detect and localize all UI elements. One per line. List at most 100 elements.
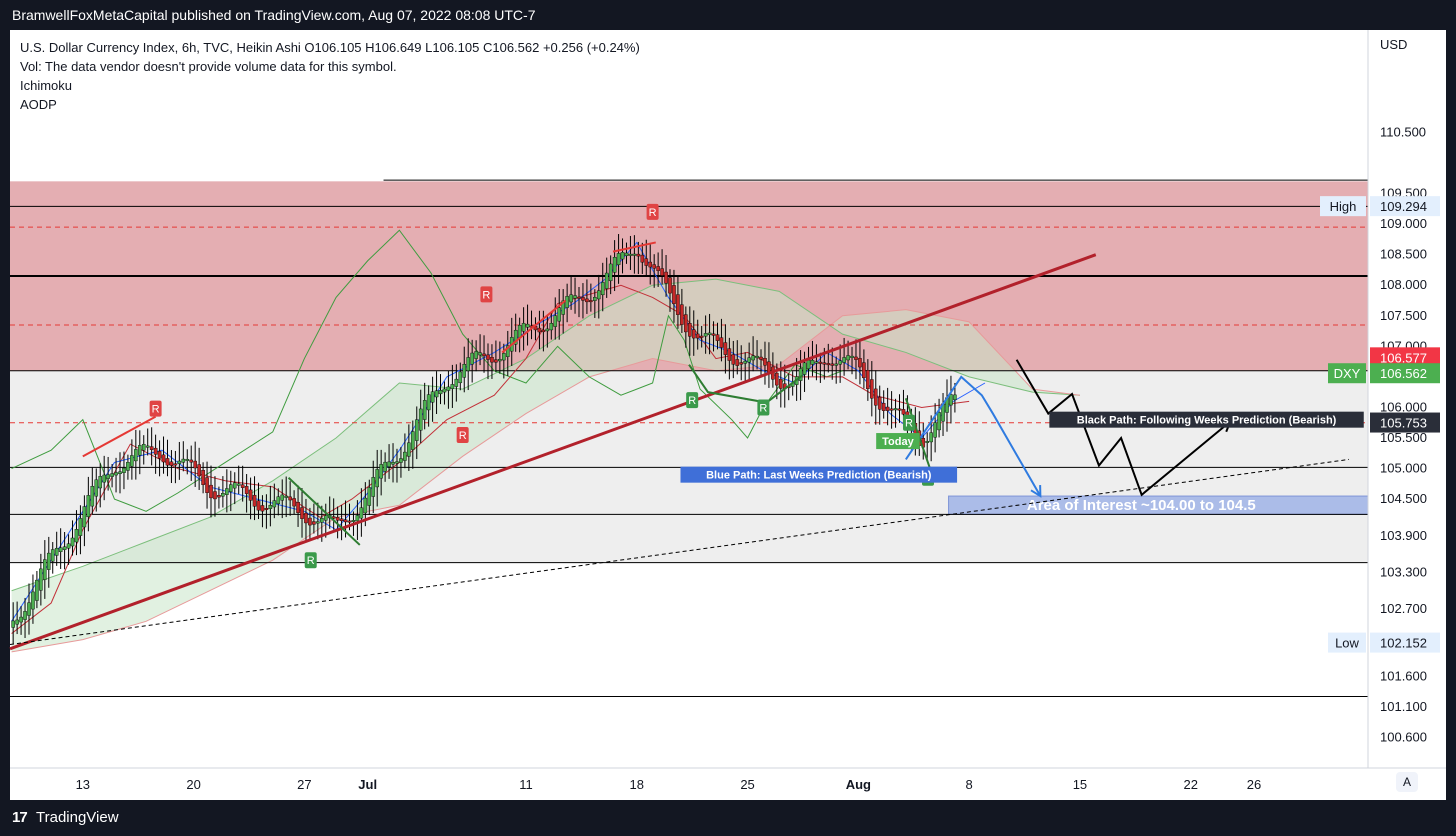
publish-bar: BramwellFoxMetaCapital published on Trad…: [0, 0, 1456, 30]
candle-body: [549, 323, 554, 331]
path-0: [905, 375, 1042, 497]
candle-body: [66, 543, 71, 549]
path-arrowhead-0: [1030, 485, 1042, 498]
candle-body: [193, 460, 197, 469]
candle-body: [747, 357, 751, 363]
price-tick-13: 102.700: [1380, 601, 1427, 616]
path-1: [1015, 359, 1231, 497]
candle-body: [54, 547, 59, 556]
price-tick-10: 104.500: [1380, 491, 1427, 506]
price-label-value-3: 105.753: [1380, 416, 1427, 431]
candle-body: [652, 264, 656, 269]
candle-body: [272, 500, 277, 508]
candle-body: [446, 386, 451, 391]
candle-body: [276, 496, 281, 505]
candle-body: [897, 408, 902, 411]
candle-body: [620, 252, 625, 260]
candle-body: [264, 508, 269, 510]
candle-body: [43, 559, 47, 580]
time-tick-5: 18: [630, 777, 644, 792]
brand-bar: 17 TradingView: [0, 800, 1456, 836]
candle-body: [486, 354, 490, 360]
candle-body: [715, 334, 720, 341]
candle-body: [284, 495, 288, 498]
ichimoku-cloud-layer: [11, 278, 1081, 653]
candle-body: [181, 458, 186, 463]
annotation-text-0: Today: [882, 436, 914, 448]
price-tick-5: 107.500: [1380, 308, 1427, 323]
candle-body: [723, 342, 728, 355]
candle-body: [414, 419, 419, 441]
legend-indicator-ichimoku[interactable]: Ichimoku: [20, 78, 73, 93]
candle-body: [664, 271, 668, 284]
candle-body: [323, 515, 328, 521]
candle-body: [494, 359, 498, 363]
price-label-value-2: 106.562: [1380, 366, 1427, 381]
candle-body: [577, 296, 581, 299]
signal-badge-label-6: R: [759, 402, 767, 414]
candle-body: [937, 412, 941, 431]
candle-body: [830, 363, 835, 366]
candle-body: [699, 335, 704, 338]
candle-body: [822, 362, 827, 365]
candle-body: [375, 469, 379, 488]
candle-body: [169, 461, 174, 466]
candle-body: [616, 253, 621, 265]
candle-body: [553, 315, 558, 327]
signal-badge-label-0: R: [152, 404, 160, 416]
candle-body: [521, 323, 526, 332]
price-label-name-0: High: [1330, 199, 1357, 214]
price-tick-3: 108.500: [1380, 247, 1427, 262]
candle-body: [145, 445, 150, 448]
ichimoku-cloud: [11, 279, 1080, 652]
candle-body: [707, 332, 712, 335]
signal-badge-2: [646, 203, 659, 220]
candle-body: [648, 261, 653, 268]
candle-body: [280, 494, 285, 501]
candle-body: [252, 494, 257, 507]
price-label-box-3: [1370, 412, 1440, 433]
ichimoku-chikou: [11, 229, 843, 512]
candle-body: [153, 447, 158, 455]
ichimoku-span-b: [11, 309, 1081, 653]
candle-body: [347, 520, 352, 523]
candle-body: [395, 461, 399, 464]
legend-title: U.S. Dollar Currency Index, 6h, TVC, Hei…: [20, 40, 640, 55]
annotation-box-1: [680, 466, 958, 483]
candle-body: [221, 493, 225, 497]
candle-body: [545, 328, 550, 332]
candle-body: [660, 268, 664, 276]
candle-body: [426, 394, 431, 411]
candle-body: [149, 446, 154, 450]
candle-body: [114, 472, 118, 476]
candle-body: [343, 519, 348, 523]
candle-body: [743, 360, 747, 364]
candle-body: [308, 517, 312, 526]
candle-body: [236, 483, 241, 486]
candle-body: [933, 422, 937, 438]
candle-body: [502, 353, 506, 361]
price-label-box-4: [1370, 632, 1440, 653]
candle-body: [438, 390, 443, 395]
candle-body: [565, 296, 569, 308]
signal-badge-label-2: R: [649, 207, 657, 219]
candle-body: [118, 471, 122, 475]
candle-body: [185, 458, 190, 461]
legend-indicator-aodp[interactable]: AODP: [20, 97, 57, 112]
candle-body: [668, 277, 672, 294]
candle-body: [165, 458, 170, 466]
candle-body: [644, 258, 649, 266]
trend-line-1: [9, 458, 1350, 646]
price-tick-15: 101.100: [1380, 699, 1427, 714]
candle-body: [873, 388, 878, 406]
badges-layer: RRRRRRRRR: [149, 203, 934, 569]
candle-body: [15, 619, 19, 625]
candle-body: [304, 512, 308, 524]
legend-volume: Vol: The data vendor doesn't provide vol…: [20, 59, 397, 74]
candle-body: [130, 455, 134, 467]
candle-body: [585, 298, 589, 303]
candle-body: [818, 361, 823, 364]
candle-body: [256, 500, 261, 511]
auto-scale-button[interactable]: A: [1396, 772, 1418, 792]
